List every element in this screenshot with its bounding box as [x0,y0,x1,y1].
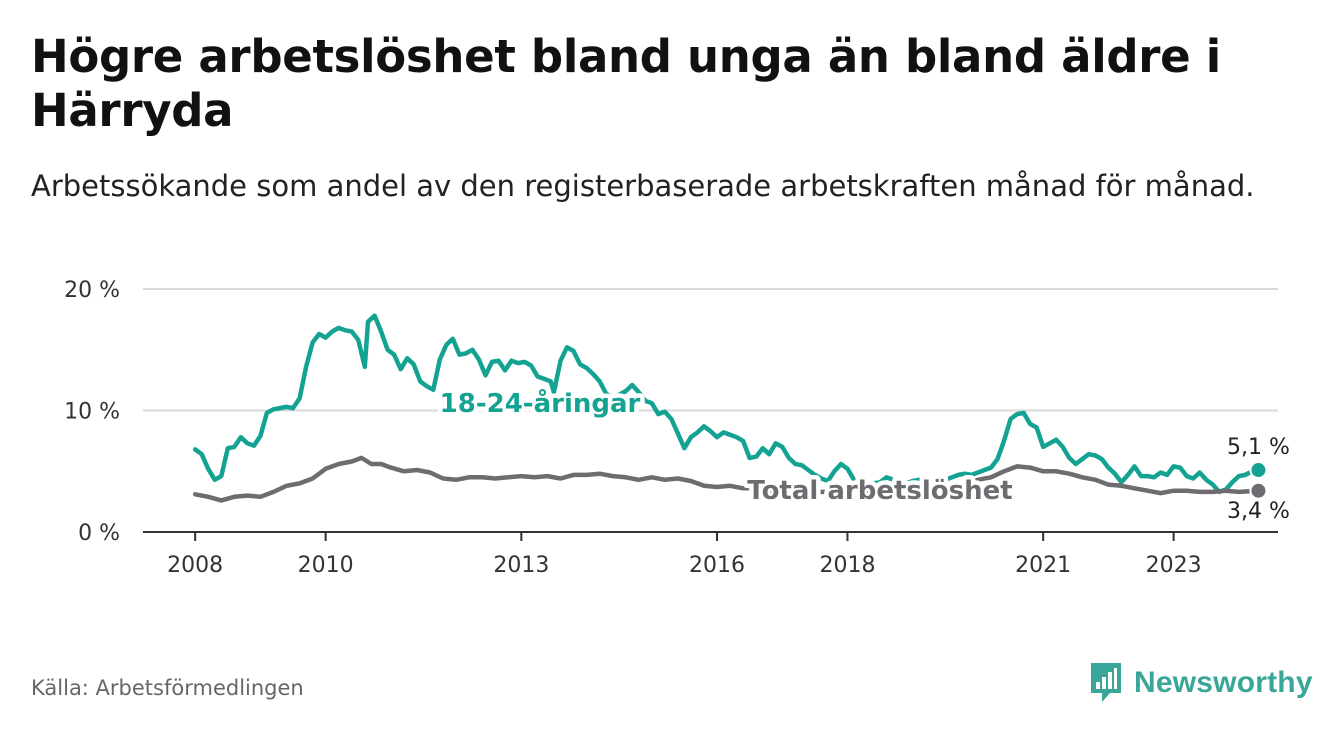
chart-subtitle: Arbetssökande som andel av den registerb… [31,169,1255,203]
y-tick-label: 20 % [64,278,120,303]
y-tick-label: 0 % [78,521,120,546]
brand-name: Newsworthy [1134,666,1313,699]
youth-end-value: 5,1 % [1227,435,1290,460]
series-labels: 18-24-åringar Total arbetslöshet [435,383,1017,511]
chart-title: Högre arbetslöshet bland unga än bland ä… [31,30,1221,137]
total-end-dot [1249,481,1268,500]
x-tick-label: 2018 [819,553,875,578]
series-lines [192,313,1261,503]
y-axis-ticks: 0 % 10 % 20 % [64,278,120,546]
newsworthy-chart-icon [1091,663,1121,702]
youth-end-dot [1249,461,1268,480]
gridlines [143,288,1278,412]
series-endpoints: 5,1 % 3,4 % [1227,435,1290,524]
x-tick-label: 2021 [1015,553,1071,578]
x-tick-label: 2013 [493,553,549,578]
x-tick-label: 2023 [1146,553,1202,578]
total-series-line [192,455,1261,503]
x-tick-label: 2010 [298,553,354,578]
source-note: Källa: Arbetsförmedlingen [31,676,304,700]
x-tick-label: 2016 [689,553,745,578]
y-tick-label: 10 % [64,400,120,425]
x-tick-label: 2008 [167,553,223,578]
youth-series-line [192,313,1261,495]
youth-series-label: 18-24-åringar [440,387,641,419]
line-chart: 0 % 10 % 20 % 2008 2010 2013 2016 2018 2021 2023… [64,278,1290,578]
x-axis-ticks: 2008 2010 2013 2016 2018 2021 2023 [143,531,1278,578]
total-series-label: Total arbetslöshet [747,476,1012,506]
total-end-value: 3,4 % [1227,499,1290,524]
newsworthy-logo: Newsworthy [1088,660,1313,706]
